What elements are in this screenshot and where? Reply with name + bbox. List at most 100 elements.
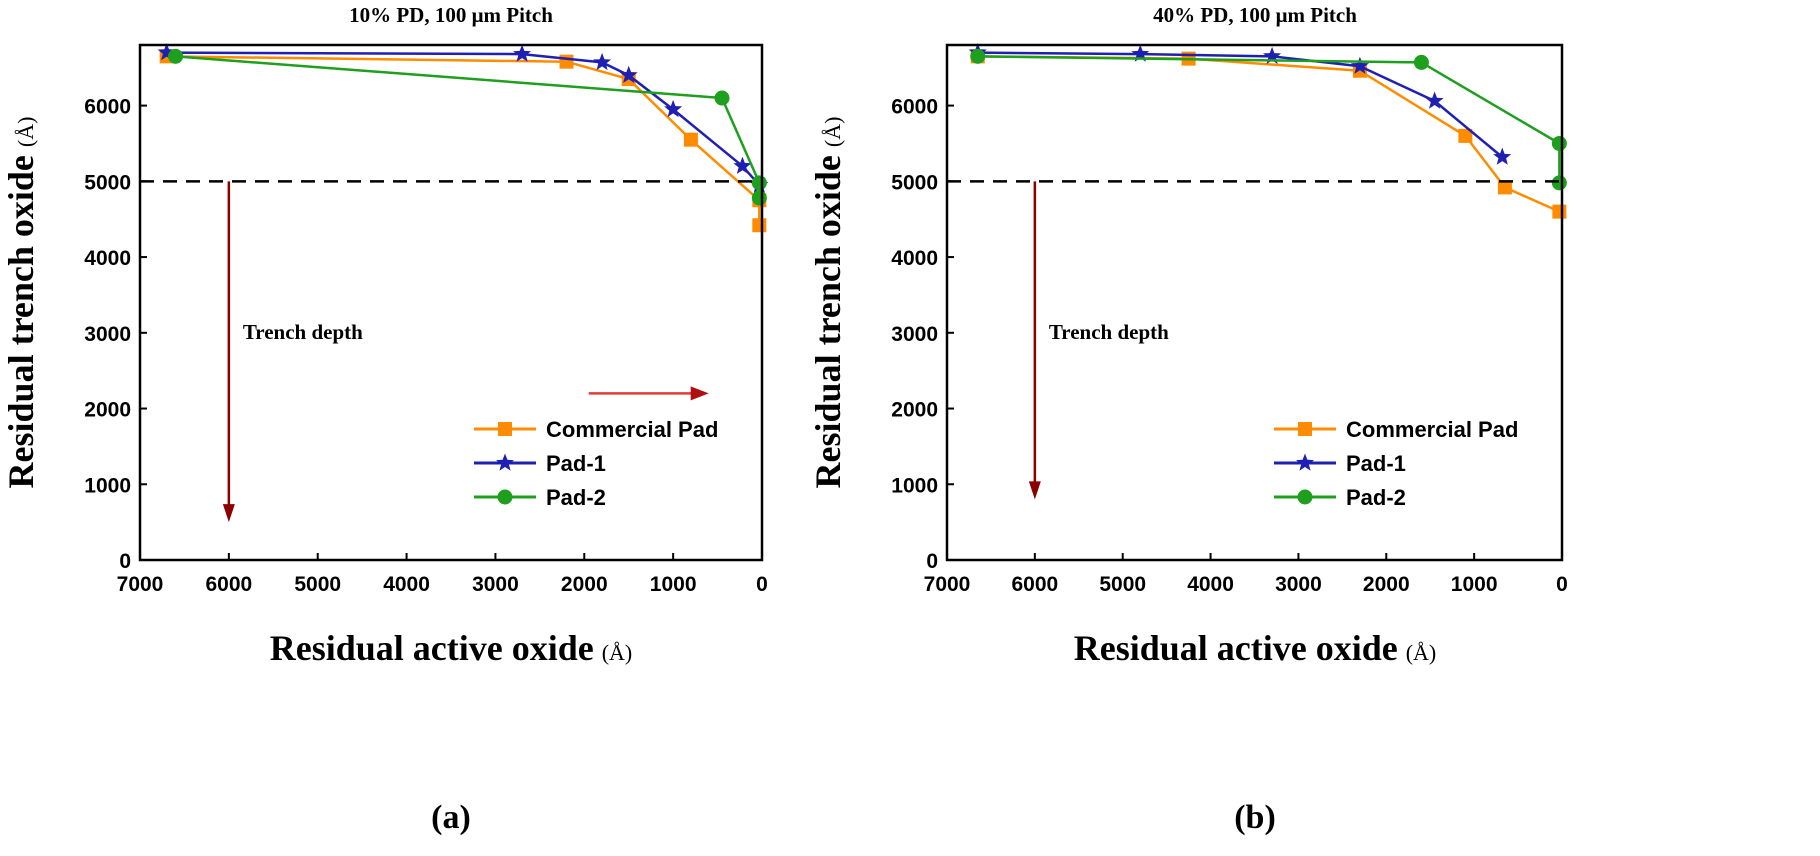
y-tick-label: 0 bbox=[119, 550, 131, 573]
data-point bbox=[751, 190, 767, 206]
x-tick-label: 4000 bbox=[1187, 573, 1234, 596]
x-tick-label: 3000 bbox=[472, 573, 519, 596]
y-tick-label: 6000 bbox=[891, 96, 938, 119]
legend: Commercial Pad Pad-1 Pad-2 bbox=[1274, 417, 1518, 510]
legend-label: Pad-2 bbox=[546, 485, 606, 510]
legend: Commercial Pad Pad-1 Pad-2 bbox=[474, 417, 718, 510]
legend-marker bbox=[1297, 489, 1313, 505]
x-tick-label: 7000 bbox=[924, 573, 971, 596]
x-tick-label: 2000 bbox=[1363, 573, 1410, 596]
series-pad-2 bbox=[970, 48, 1567, 191]
y-tick-label: 0 bbox=[926, 550, 938, 573]
x-tick-label: 5000 bbox=[1099, 573, 1146, 596]
data-point bbox=[1458, 128, 1473, 143]
x-axis-label-text: Residual active oxide bbox=[1074, 628, 1398, 668]
x-tick-label: 4000 bbox=[383, 573, 430, 596]
y-tick-label: 3000 bbox=[891, 323, 938, 346]
legend-marker bbox=[497, 489, 513, 505]
legend-marker bbox=[496, 453, 514, 471]
data-point bbox=[168, 48, 184, 64]
y-tick-label: 6000 bbox=[84, 96, 131, 119]
data-point bbox=[1263, 46, 1282, 64]
data-point bbox=[683, 132, 698, 147]
y-tick-label: 5000 bbox=[891, 171, 938, 194]
data-point bbox=[1551, 135, 1567, 151]
data-point bbox=[714, 90, 730, 106]
x-axis-label: Residual active oxide (Å) bbox=[1074, 628, 1437, 668]
data-point bbox=[1425, 91, 1444, 109]
chart-title: 40% PD, 100 μm Pitch bbox=[1153, 3, 1357, 27]
legend-label: Pad-2 bbox=[1346, 485, 1406, 510]
data-point bbox=[593, 52, 612, 71]
series-commercial-pad bbox=[159, 49, 767, 233]
panel-label: (a) bbox=[431, 799, 471, 836]
y-axis-unit: (Å) bbox=[13, 117, 38, 148]
y-tick-label: 3000 bbox=[84, 323, 131, 346]
y-axis-label: Residual trench oxide (Å) bbox=[808, 117, 848, 489]
y-tick-label: 1000 bbox=[84, 474, 131, 497]
y-tick-label: 2000 bbox=[84, 399, 131, 422]
series-line bbox=[977, 55, 1561, 183]
x-tick-label: 6000 bbox=[1011, 573, 1058, 596]
y-axis-label-text: Residual trench oxide bbox=[1, 155, 41, 488]
plot-frame bbox=[945, 43, 1564, 562]
data-point bbox=[751, 175, 767, 191]
legend-label: Commercial Pad bbox=[546, 417, 718, 442]
trench-depth-arrowhead bbox=[1028, 481, 1041, 500]
x-tick-label: 5000 bbox=[294, 573, 341, 596]
x-axis-unit: (Å) bbox=[602, 640, 633, 665]
y-tick-label: 2000 bbox=[891, 399, 938, 422]
data-point bbox=[559, 54, 574, 69]
legend-marker bbox=[1296, 453, 1314, 471]
data-point bbox=[157, 43, 176, 61]
trench-depth-label: Trench depth bbox=[1049, 320, 1169, 344]
trench-depth-arrowhead bbox=[222, 504, 235, 523]
x-tick-label: 0 bbox=[756, 573, 768, 596]
y-tick-label: 4000 bbox=[84, 247, 131, 270]
data-point bbox=[752, 218, 767, 233]
x-tick-label: 6000 bbox=[205, 573, 252, 596]
y-tick-label: 4000 bbox=[891, 247, 938, 270]
y-tick-label: 1000 bbox=[891, 474, 938, 497]
data-point bbox=[664, 99, 683, 118]
x-tick-label: 2000 bbox=[561, 573, 608, 596]
data-point bbox=[619, 65, 638, 83]
data-point bbox=[733, 156, 752, 174]
x-tick-label: 7000 bbox=[117, 573, 164, 596]
data-point bbox=[970, 48, 986, 64]
plot-frame bbox=[138, 43, 764, 562]
data-point bbox=[1552, 204, 1567, 219]
x-tick-label: 0 bbox=[1556, 573, 1568, 596]
x-axis-unit: (Å) bbox=[1406, 640, 1437, 665]
series-commercial-pad bbox=[970, 49, 1567, 219]
legend-marker bbox=[1298, 422, 1312, 436]
y-tick-label: 5000 bbox=[84, 171, 131, 194]
data-point bbox=[1350, 56, 1369, 74]
chart-panel-b: 40% PD, 100 μm Pitch 7000 6000 5000 4000 3000… bbox=[808, 3, 1568, 836]
legend-marker bbox=[498, 422, 512, 436]
trench-depth-label: Trench depth bbox=[243, 320, 363, 344]
data-point bbox=[513, 44, 532, 62]
x-tick-label: 1000 bbox=[650, 573, 697, 596]
data-point bbox=[1131, 44, 1150, 62]
series-line bbox=[175, 55, 761, 198]
y-axis-label-text: Residual trench oxide bbox=[808, 155, 848, 488]
data-point bbox=[1551, 175, 1567, 191]
data-point bbox=[1497, 180, 1512, 195]
x-axis-label-text: Residual active oxide bbox=[270, 628, 594, 668]
panel-label: (b) bbox=[1234, 799, 1276, 836]
legend-label: Pad-1 bbox=[546, 451, 606, 476]
y-axis-unit: (Å) bbox=[820, 117, 845, 148]
chart-panel-a: 10% PD, 100 μm Pitch 7000 6000 5000 4000 3000… bbox=[1, 3, 769, 836]
legend-label: Pad-1 bbox=[1346, 451, 1406, 476]
x-tick-label: 3000 bbox=[1275, 573, 1322, 596]
data-point bbox=[1413, 54, 1429, 70]
x-axis-label: Residual active oxide (Å) bbox=[270, 628, 633, 668]
legend-label: Commercial Pad bbox=[1346, 417, 1518, 442]
chart-title: 10% PD, 100 μm Pitch bbox=[349, 3, 553, 27]
direction-arrowhead bbox=[690, 386, 709, 401]
series-pad-1 bbox=[157, 43, 769, 193]
series-line bbox=[166, 55, 761, 226]
data-point bbox=[1493, 147, 1512, 165]
